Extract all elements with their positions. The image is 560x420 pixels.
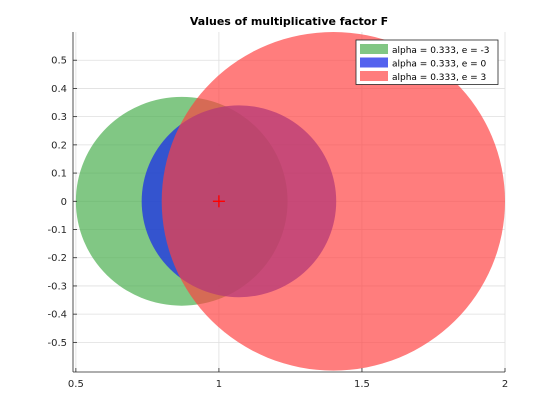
y-tick-label: 0: [61, 197, 67, 208]
y-tick-label: 0.2: [51, 140, 67, 151]
reference-marker: [212, 195, 225, 208]
x-tick-label: 2: [502, 379, 508, 390]
y-tick-label: -0.3: [47, 281, 67, 292]
legend-label-2: alpha = 0.333, e = 3: [392, 73, 486, 83]
y-tick-label: -0.1: [47, 225, 67, 236]
y-tick-label: 0.3: [51, 112, 67, 123]
x-tick-label: 0.5: [68, 379, 84, 390]
x-tick-label: 1: [216, 379, 222, 390]
y-tick-label: 0.1: [51, 169, 67, 180]
legend-label-0: alpha = 0.333, e = -3: [392, 46, 489, 56]
y-tick-label: -0.5: [47, 338, 67, 349]
legend: alpha = 0.333, e = -3 alpha = 0.333, e = …: [355, 39, 499, 85]
legend-swatch-1: [360, 57, 388, 68]
chart-title: Values of multiplicative factor F: [190, 15, 388, 28]
series-circles: [75, 32, 506, 371]
series-circle-2: [161, 32, 506, 371]
y-tick-label: 0.5: [51, 56, 67, 67]
y-tick-label: -0.2: [47, 253, 67, 264]
axes: 0.5 1 1.5 2 -0.5 -0.4 -0.3 -0.2 -0.1 0 0.1 0.2 0.3 0.…: [47, 32, 508, 390]
legend-label-1: alpha = 0.333, e = 0: [392, 60, 486, 70]
y-tick-label: 0.4: [51, 84, 67, 95]
legend-swatch-2: [360, 71, 388, 81]
y-tick-label: -0.4: [47, 310, 67, 321]
legend-swatch-0: [360, 44, 388, 54]
x-tick-label: 1.5: [354, 379, 370, 390]
